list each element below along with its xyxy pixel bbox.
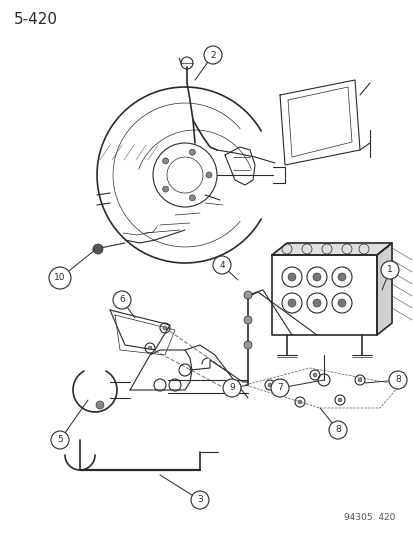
Circle shape: [96, 401, 104, 409]
Text: 9: 9: [228, 384, 234, 392]
Circle shape: [337, 299, 345, 307]
Circle shape: [113, 291, 131, 309]
Circle shape: [287, 273, 295, 281]
Circle shape: [190, 491, 209, 509]
Text: 2: 2: [210, 51, 215, 60]
Text: 6: 6: [119, 295, 125, 304]
Circle shape: [380, 261, 398, 279]
Text: 5-420: 5-420: [14, 12, 58, 27]
Circle shape: [337, 273, 345, 281]
Text: 8: 8: [394, 376, 400, 384]
Circle shape: [204, 46, 221, 64]
Circle shape: [163, 326, 166, 330]
Circle shape: [267, 383, 271, 387]
Text: 5: 5: [57, 435, 63, 445]
Circle shape: [357, 378, 361, 382]
Circle shape: [93, 244, 103, 254]
Polygon shape: [376, 243, 391, 335]
Circle shape: [243, 291, 252, 299]
Text: 3: 3: [197, 496, 202, 505]
Circle shape: [297, 400, 301, 404]
Circle shape: [271, 379, 288, 397]
Circle shape: [287, 299, 295, 307]
Circle shape: [49, 267, 71, 289]
Circle shape: [243, 316, 252, 324]
Circle shape: [162, 186, 168, 192]
Circle shape: [206, 172, 211, 178]
Circle shape: [51, 431, 69, 449]
Circle shape: [337, 398, 341, 402]
Text: 8: 8: [334, 425, 340, 434]
Text: 4: 4: [218, 261, 224, 270]
Text: 1: 1: [386, 265, 392, 274]
Polygon shape: [271, 243, 391, 255]
Circle shape: [312, 299, 320, 307]
Circle shape: [162, 158, 168, 164]
Circle shape: [147, 346, 152, 350]
Circle shape: [189, 149, 195, 155]
Circle shape: [223, 379, 240, 397]
Circle shape: [312, 273, 320, 281]
Text: 10: 10: [54, 273, 66, 282]
Circle shape: [189, 195, 195, 201]
Circle shape: [388, 371, 406, 389]
Circle shape: [212, 256, 230, 274]
Text: 94305  420: 94305 420: [344, 513, 395, 522]
Circle shape: [243, 341, 252, 349]
Circle shape: [312, 373, 316, 377]
Text: 7: 7: [276, 384, 282, 392]
Circle shape: [328, 421, 346, 439]
